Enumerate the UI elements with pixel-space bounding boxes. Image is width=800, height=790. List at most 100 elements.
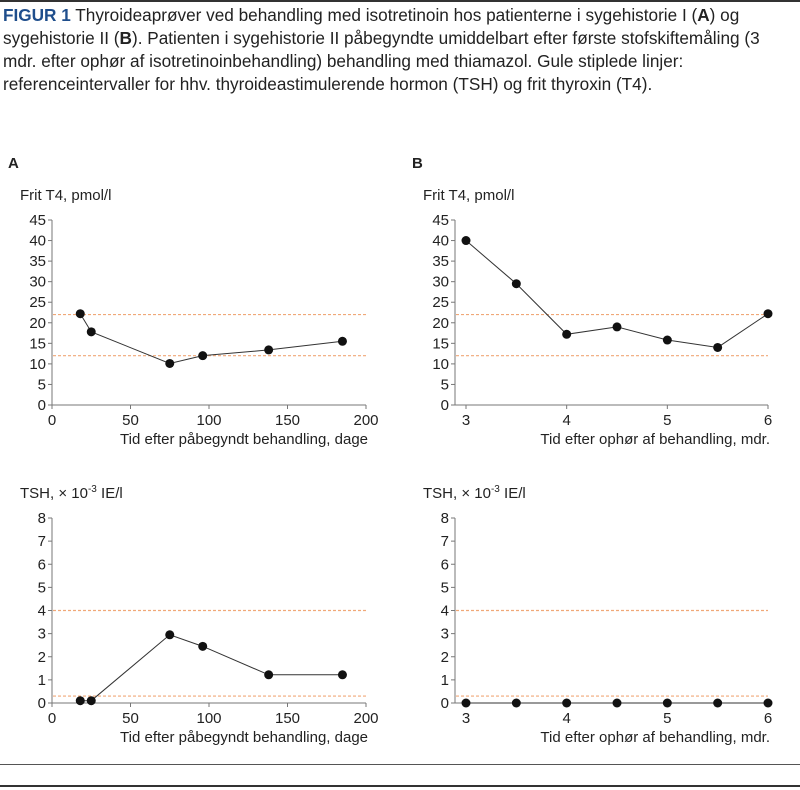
- x-tick-label: 50: [122, 710, 139, 727]
- data-point: [264, 670, 274, 680]
- data-point: [713, 698, 723, 708]
- panel-label-b: B: [412, 155, 423, 172]
- y-tick-label: 15: [29, 335, 46, 352]
- figure-caption: FIGUR 1 Thyroideaprøver ved behandling m…: [3, 4, 795, 96]
- y-tick-label: 35: [29, 253, 46, 270]
- y-axis-label: TSH, × 10-3 IE/l: [20, 484, 123, 502]
- data-point: [562, 329, 572, 339]
- data-point: [198, 641, 208, 651]
- caption-bold-a: A: [697, 5, 710, 25]
- y-tick-label: 5: [441, 376, 449, 393]
- y-tick-label: 45: [29, 212, 46, 229]
- x-tick-label: 100: [196, 412, 221, 429]
- data-point: [337, 336, 347, 346]
- data-point: [562, 698, 572, 708]
- y-tick-label: 7: [441, 533, 449, 550]
- data-point: [86, 696, 96, 706]
- x-tick-label: 5: [663, 412, 671, 429]
- data-point: [86, 327, 96, 337]
- x-axis-label: Tid efter påbegyndt behandling, dage: [120, 431, 368, 448]
- data-point: [612, 322, 622, 332]
- x-tick-label: 0: [48, 412, 56, 429]
- y-tick-label: 1: [38, 672, 46, 689]
- data-point: [264, 345, 274, 355]
- y-tick-label: 10: [29, 356, 46, 373]
- caption-text: ) og sygehistorie II (: [3, 5, 740, 48]
- data-point: [511, 698, 521, 708]
- y-tick-label: 0: [38, 695, 46, 712]
- data-point: [511, 279, 521, 289]
- y-tick-label: 0: [441, 695, 449, 712]
- y-tick-label: 2: [441, 649, 449, 666]
- y-tick-label: 7: [38, 533, 46, 550]
- y-tick-label: 0: [441, 397, 449, 414]
- x-tick-label: 200: [353, 710, 378, 727]
- data-point: [75, 696, 85, 706]
- y-tick-label: 4: [38, 603, 46, 620]
- y-tick-label: 20: [432, 315, 449, 332]
- y-tick-label: 5: [38, 579, 46, 596]
- x-tick-label: 3: [462, 710, 470, 727]
- x-axis-label: Tid efter påbegyndt behandling, dage: [120, 729, 368, 746]
- bottom-rule-2: [0, 785, 800, 787]
- y-tick-label: 40: [29, 233, 46, 250]
- y-tick-label: 8: [38, 510, 46, 527]
- y-tick-label: 25: [29, 294, 46, 311]
- x-tick-label: 150: [275, 710, 300, 727]
- y-tick-label: 25: [432, 294, 449, 311]
- top-rule: [0, 0, 800, 2]
- data-point: [461, 236, 471, 246]
- figure-label: FIGUR 1: [3, 5, 71, 25]
- chart-panel-a-tsh: TSH, × 10-3 IE/l 0 1 2 3 4 5 6 7 8 0 50 100 150 200 Tid…: [20, 484, 379, 746]
- data-point: [662, 698, 672, 708]
- y-tick-label: 5: [441, 579, 449, 596]
- x-axis-label: Tid efter ophør af behandling, mdr.: [540, 729, 770, 746]
- series-line: [465, 240, 769, 348]
- y-axis-label: Frit T4, pmol/l: [423, 187, 514, 204]
- y-tick-label: 4: [441, 603, 449, 620]
- x-tick-label: 4: [562, 412, 570, 429]
- y-tick-label: 6: [441, 556, 449, 573]
- y-axis-label: Frit T4, pmol/l: [20, 187, 111, 204]
- x-tick-label: 0: [48, 710, 56, 727]
- x-tick-label: 6: [764, 710, 772, 727]
- x-tick-label: 200: [353, 412, 378, 429]
- data-point: [461, 698, 471, 708]
- y-tick-label: 35: [432, 253, 449, 270]
- chart-panel-b-tsh: TSH, × 10-3 IE/l 0 1 2 3 4 5 6 7 8 3 4 5 6 Tid efter o…: [423, 484, 773, 746]
- y-tick-label: 0: [38, 397, 46, 414]
- y-tick-label: 40: [432, 233, 449, 250]
- y-tick-label: 15: [432, 335, 449, 352]
- x-tick-label: 50: [122, 412, 139, 429]
- x-tick-label: 5: [663, 710, 671, 727]
- caption-bold-b: B: [119, 28, 132, 48]
- x-tick-label: 3: [462, 412, 470, 429]
- caption-text: Thyroideaprøver ved behandling med isotr…: [70, 5, 698, 25]
- y-tick-label: 30: [29, 274, 46, 291]
- y-axis-label-superscript: -3: [88, 484, 97, 495]
- y-axis-label-unit: IE/l: [500, 485, 526, 502]
- bottom-rule-1: [0, 764, 800, 765]
- y-tick-label: 20: [29, 315, 46, 332]
- data-point: [165, 358, 175, 368]
- y-axis-label-unit: IE/l: [97, 485, 123, 502]
- data-point: [763, 698, 773, 708]
- y-tick-label: 1: [441, 672, 449, 689]
- y-tick-label: 6: [38, 556, 46, 573]
- data-point: [75, 309, 85, 319]
- x-tick-label: 6: [764, 412, 772, 429]
- data-point: [612, 698, 622, 708]
- data-point: [198, 351, 208, 361]
- y-tick-label: 2: [38, 649, 46, 666]
- chart-panel-a-t4: Frit T4, pmol/l 0 5 10 15 20 25 30 35 40 45 0 50 100 1…: [20, 187, 379, 448]
- data-point: [165, 630, 175, 640]
- y-tick-label: 3: [38, 626, 46, 643]
- data-point: [713, 342, 723, 352]
- x-tick-label: 100: [196, 710, 221, 727]
- y-axis-label-superscript: -3: [491, 484, 500, 495]
- data-point: [337, 670, 347, 680]
- y-tick-label: 8: [441, 510, 449, 527]
- series-line: [80, 634, 343, 702]
